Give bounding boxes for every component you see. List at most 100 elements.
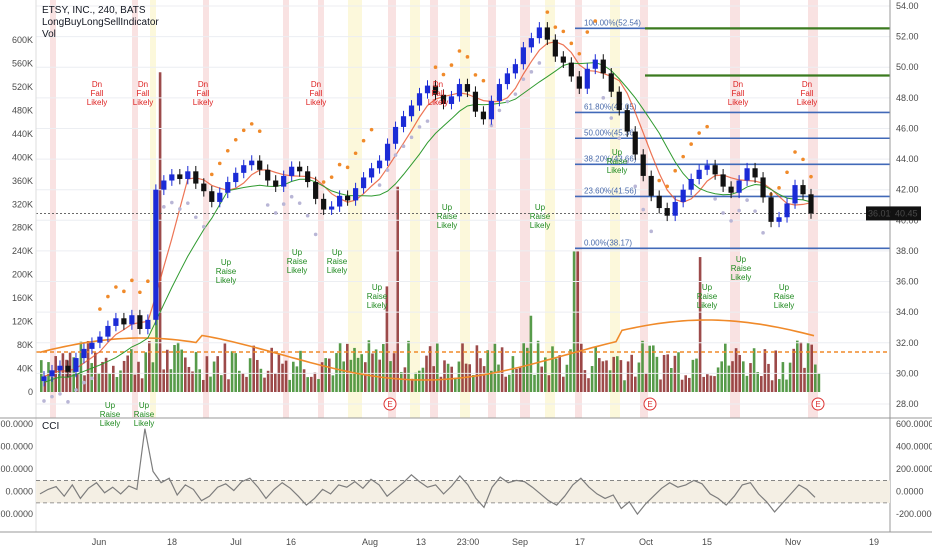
volume-bar: [115, 376, 119, 392]
volume-tick-label: 440K: [12, 129, 33, 139]
candle-body: [760, 177, 766, 198]
sar-dot: [497, 108, 502, 113]
volume-bar: [598, 358, 601, 392]
volume-bar: [551, 346, 554, 392]
sar-dot: [513, 92, 518, 96]
sell-signal-text: Fall: [197, 89, 210, 98]
volume-bar: [616, 356, 619, 392]
sar-dot: [146, 279, 150, 284]
volume-bar: [97, 373, 101, 392]
earnings-marker-text: E: [647, 400, 652, 409]
volume-tick-label: 160K: [12, 293, 33, 303]
candle-body: [408, 105, 415, 117]
sell-signal-text: Likely: [306, 98, 326, 107]
session-band: [410, 0, 420, 418]
volume-bar: [734, 348, 738, 392]
volume-bar: [601, 361, 605, 392]
sar-dot: [649, 229, 654, 234]
volume-bar: [238, 370, 241, 392]
volume-bar: [457, 361, 461, 392]
volume-bar: [749, 363, 752, 392]
candle-body: [337, 195, 343, 207]
candle-body: [121, 318, 127, 325]
candle-body: [105, 325, 111, 337]
sar-dot: [361, 138, 366, 143]
price-tick-label: 42.00: [896, 185, 919, 195]
earnings-marker: [811, 397, 825, 411]
sar-dot: [713, 197, 717, 201]
volume-bar: [385, 286, 389, 392]
sell-signal-text: Fall: [432, 89, 445, 98]
candle-body: [784, 203, 790, 218]
volume-bar: [767, 363, 770, 392]
sar-dot: [569, 41, 574, 46]
volume-bar: [234, 353, 237, 392]
fib-label: 23.60%(41.56): [584, 186, 637, 195]
sar-dot: [50, 394, 54, 399]
volume-bar: [490, 370, 493, 392]
buy-signal-text: Up: [139, 401, 150, 410]
volume-bar: [281, 363, 284, 392]
candle-body: [49, 370, 55, 377]
sell-signal-text: Fall: [732, 89, 745, 98]
candle-body: [528, 38, 534, 48]
volume-bar: [439, 376, 443, 392]
cci-tick-left: -200.0000: [0, 509, 33, 519]
volume-bar: [612, 356, 615, 392]
session-band: [575, 0, 582, 418]
sar-dot: [162, 205, 166, 209]
sar-dot: [106, 294, 110, 299]
volume-bar: [688, 377, 691, 392]
sar-dot: [186, 201, 190, 205]
volume-bar: [266, 370, 270, 392]
volume-bar: [677, 352, 680, 392]
session-band: [730, 0, 740, 418]
buy-signal-text: Likely: [607, 166, 627, 175]
candle-body: [321, 198, 327, 210]
candle-body: [600, 59, 606, 74]
volume-bar: [256, 359, 259, 392]
volume-bar: [230, 351, 234, 392]
sar-dot: [225, 149, 230, 153]
sar-dot: [721, 211, 725, 215]
volume-bar: [313, 372, 317, 392]
sell-signal-text: Likely: [87, 98, 107, 107]
candle-body: [400, 116, 407, 127]
buy-signal-text: Raise: [437, 212, 458, 221]
session-band: [488, 0, 496, 418]
earnings-marker-text: E: [815, 400, 820, 409]
buy-signal-text: Likely: [287, 266, 307, 275]
buy-signal-text: Raise: [731, 264, 752, 273]
time-tick-label: 16: [286, 537, 296, 547]
candle-body: [360, 177, 367, 189]
sell-signal-text: Dn: [198, 80, 208, 89]
candle-body: [384, 143, 391, 161]
volume-bar: [716, 367, 720, 392]
sar-dot: [201, 224, 206, 229]
indicator-lines: [39, 10, 815, 404]
sar-dot: [241, 128, 246, 133]
fib-label: 100.00%(52.54): [584, 18, 641, 27]
volume-bar: [446, 363, 450, 392]
earnings-marker-text: E: [387, 400, 392, 409]
volume-bar: [356, 357, 360, 392]
volume-bar: [533, 374, 536, 392]
candle-body: [552, 39, 558, 57]
volume-bar: [673, 355, 677, 392]
volume-bar: [223, 343, 227, 392]
volume-bar: [407, 340, 410, 392]
session-band: [318, 0, 324, 418]
candle-body: [177, 174, 183, 179]
buy-signal-text: Up: [292, 248, 303, 257]
volume-bar: [335, 353, 338, 392]
volume-bar: [508, 374, 511, 392]
buy-signal-text: Up: [779, 283, 790, 292]
volume-bar: [436, 343, 439, 392]
volume-bar: [796, 340, 799, 392]
volume-bar: [428, 346, 432, 392]
volume-bar: [565, 364, 569, 392]
sar-dot: [377, 183, 382, 187]
sar-dot: [481, 78, 486, 83]
sell-signal-text: Dn: [433, 80, 443, 89]
volume-bar: [40, 360, 43, 392]
